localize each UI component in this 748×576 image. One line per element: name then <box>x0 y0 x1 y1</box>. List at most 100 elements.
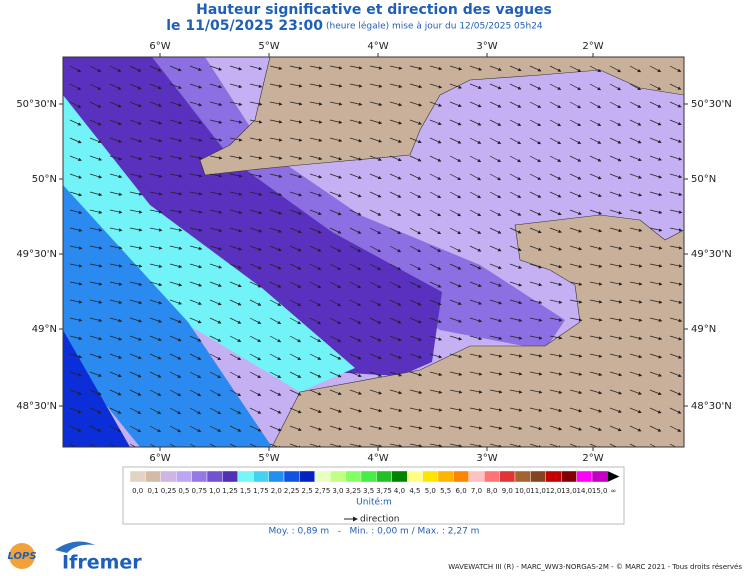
arrow <box>169 83 182 89</box>
update: (heure légale) mise à jour du 12/05/2025… <box>326 21 543 32</box>
arrow <box>469 245 482 252</box>
arrow <box>169 389 182 396</box>
arrow <box>669 245 683 250</box>
arrow <box>529 101 542 108</box>
arrow <box>209 371 222 379</box>
scale-label: 0,5 <box>178 487 189 495</box>
arrow <box>409 281 422 288</box>
arrow <box>69 119 82 126</box>
arrow <box>549 173 562 180</box>
arrow <box>89 389 102 396</box>
arrow <box>409 137 422 144</box>
arrow <box>449 353 463 359</box>
arrow <box>589 101 602 109</box>
arrow <box>529 407 543 412</box>
y-tick-label-left: 50°N <box>32 174 57 185</box>
arrow <box>509 299 523 305</box>
arrow <box>109 263 123 268</box>
arrow <box>169 191 183 196</box>
arrow <box>409 371 423 377</box>
arrow <box>269 155 283 160</box>
arrow <box>429 245 442 252</box>
arrow <box>649 425 662 432</box>
x-tick-label-bottom: 2°W <box>582 453 603 464</box>
arrow <box>609 209 623 215</box>
arrow <box>449 263 462 270</box>
arrow <box>629 227 643 232</box>
arrow <box>149 281 163 287</box>
arrow <box>169 65 182 72</box>
arrow <box>329 155 343 161</box>
arrow <box>409 65 423 70</box>
arrow <box>469 155 482 162</box>
arrow <box>489 353 503 358</box>
arrow <box>129 83 142 90</box>
arrow <box>169 155 183 160</box>
arrow <box>249 389 262 396</box>
y-tick-label-left: 50°30'N <box>16 99 57 110</box>
arrow <box>289 389 302 396</box>
arrow <box>309 83 323 88</box>
arrow <box>409 425 423 430</box>
scale-swatch <box>299 470 315 483</box>
arrow <box>529 245 542 251</box>
arrow <box>249 263 262 270</box>
arrow <box>109 119 122 126</box>
arrow <box>569 137 582 144</box>
arrow <box>469 263 482 270</box>
scale-label: 0,1 <box>148 487 159 495</box>
scale-swatch <box>561 470 577 483</box>
arrow <box>449 155 462 162</box>
arrow <box>509 65 522 72</box>
arrow <box>209 425 222 432</box>
arrow <box>469 425 483 430</box>
arrow <box>89 245 103 250</box>
arrow <box>449 173 462 180</box>
arrow <box>289 155 303 160</box>
scale-label: 3,75 <box>376 487 392 495</box>
arrow <box>149 389 162 396</box>
arrow <box>169 209 183 214</box>
arrow <box>209 317 222 324</box>
arrow <box>389 155 402 162</box>
arrow <box>609 245 623 250</box>
arrow <box>409 317 422 324</box>
arrow <box>669 407 682 414</box>
arrow <box>249 245 262 251</box>
arrow <box>429 119 442 126</box>
arrow <box>309 209 322 215</box>
wave-arrows <box>69 65 683 447</box>
arrow <box>649 173 663 179</box>
arrow <box>549 443 563 447</box>
arrow <box>109 425 122 432</box>
arrow <box>129 191 143 196</box>
x-tick-label-top: 2°W <box>582 41 603 52</box>
x-tick-label-bottom: 4°W <box>367 453 388 464</box>
arrow <box>189 425 202 432</box>
arrow <box>329 173 343 179</box>
arrow <box>629 137 642 144</box>
arrow <box>189 353 202 360</box>
arrow <box>269 299 282 306</box>
arrow <box>529 173 542 180</box>
arrow <box>209 335 222 342</box>
arrow <box>509 317 523 322</box>
arrow <box>509 209 522 216</box>
arrow <box>109 65 122 72</box>
arrow <box>309 299 322 307</box>
scale-label: 1,0 <box>209 487 220 495</box>
arrow <box>569 155 582 162</box>
arrow <box>589 371 603 377</box>
arrow <box>229 407 242 414</box>
arrow <box>369 83 383 88</box>
arrow <box>129 281 143 286</box>
arrow <box>509 371 523 376</box>
arrow <box>469 371 483 376</box>
arrow <box>549 83 562 90</box>
arrow <box>309 317 322 325</box>
arrow <box>369 299 382 306</box>
arrow <box>129 299 143 305</box>
arrow <box>489 227 502 234</box>
arrow <box>149 101 162 107</box>
